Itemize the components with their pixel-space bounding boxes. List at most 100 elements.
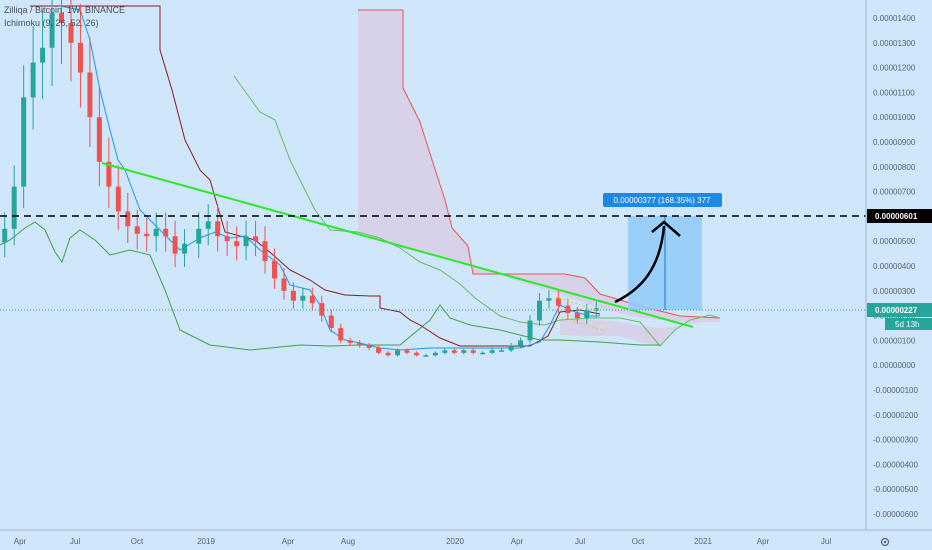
candle-body [144, 233, 150, 237]
candle-body [508, 345, 514, 351]
time-axis[interactable]: Apr Jul Oct 2019 Apr Aug 2020 Apr Jul Oct 2021 Apr J… [14, 537, 832, 546]
candle-body [96, 117, 102, 162]
candle-body [328, 315, 334, 328]
candle-body [106, 161, 112, 187]
projection-arrow-head [651, 220, 681, 237]
candle-body [451, 350, 457, 353]
price-tick-label: 0.00000900 [873, 138, 916, 147]
countdown-tag [885, 318, 932, 330]
candle-body [134, 226, 140, 234]
time-tick-label: Oct [131, 537, 144, 546]
countdown-text: 5d 13h [895, 320, 919, 329]
candle-body [125, 211, 131, 227]
candle-body [196, 228, 202, 244]
candle-body [347, 340, 353, 343]
time-tick-label: Aug [341, 537, 355, 546]
candle-body [205, 221, 211, 229]
candle-body [584, 310, 590, 319]
candle-body [357, 342, 363, 346]
candle-body [499, 350, 505, 352]
candle-body [319, 303, 325, 316]
candle-body [404, 350, 410, 353]
candle-body [366, 345, 372, 348]
candle-body [11, 186, 17, 229]
time-tick-label: Apr [511, 537, 524, 546]
candle-body [115, 186, 121, 212]
candle-body [413, 352, 419, 356]
price-tick-label: 0.00000000 [873, 361, 916, 370]
price-tick-label: -0.00000200 [873, 411, 918, 420]
settings-icon[interactable] [880, 537, 890, 547]
senkou-span-a [233, 75, 721, 347]
time-tick-label: 2019 [197, 537, 215, 546]
candle-body [30, 62, 36, 98]
candle-body [153, 228, 159, 237]
trendline[interactable] [101, 162, 694, 328]
price-tick-label: 0.00001200 [873, 64, 916, 73]
resistance-price-text: 0.00000601 [875, 212, 918, 221]
time-tick-label: 2020 [446, 537, 464, 546]
time-tick-label: Oct [632, 537, 645, 546]
time-tick-label: Jul [821, 537, 831, 546]
measure-label: 0.00000377 (168.35%) 377 [614, 196, 712, 205]
resistance-price-tag [867, 209, 932, 223]
symbol-legend[interactable]: Zilliqa / Bitcoin, 1W, BINANCE [4, 5, 126, 15]
candle-body [385, 352, 391, 356]
candle-body [172, 236, 178, 254]
candle-body [290, 290, 296, 301]
price-tick-label: -0.00000100 [873, 386, 918, 395]
candle-body [21, 97, 27, 187]
candle-body [182, 243, 188, 254]
candle-body [565, 305, 571, 314]
candle-body [518, 340, 524, 346]
time-tick-label: Jul [70, 537, 80, 546]
price-tick-label: -0.00000300 [873, 436, 918, 445]
measure-label-box [603, 193, 722, 207]
chikou-span [0, 221, 660, 351]
candle-body [442, 350, 448, 353]
projection-arrow[interactable] [614, 225, 666, 304]
candle-body [281, 278, 287, 291]
candle-body [309, 295, 315, 304]
candle-body [574, 313, 580, 319]
candle-body [271, 261, 277, 279]
candles-series [2, 0, 599, 357]
price-tick-label: 0.00000800 [873, 163, 916, 172]
last-price-text: 0.00000227 [875, 306, 918, 315]
time-tick-label: Apr [757, 537, 770, 546]
candle-body [338, 328, 344, 341]
candle-body [77, 42, 83, 73]
candle-body [489, 350, 495, 353]
candle-body [395, 350, 401, 356]
time-tick-label: Apr [282, 537, 295, 546]
price-tick-label: 0.00001300 [873, 39, 916, 48]
candle-body [49, 13, 55, 48]
candle-body [480, 352, 486, 355]
candle-body [234, 241, 240, 247]
price-tick-label: 0.00000100 [873, 336, 916, 345]
candle-body [68, 22, 74, 43]
candle-body [262, 241, 268, 262]
candle-body [593, 308, 599, 311]
price-tick-label: -0.00000600 [873, 510, 918, 519]
last-price-tag [867, 303, 932, 317]
candle-body [376, 347, 382, 353]
ichimoku-cloud-lower [560, 316, 720, 345]
indicator-legend[interactable]: Ichimoku (9, 26, 52, 26) [4, 18, 99, 28]
time-tick-label: Jul [575, 537, 585, 546]
candle-body [470, 350, 476, 353]
candle-body [527, 320, 533, 341]
candle-body [432, 352, 438, 356]
price-tick-label: 0.00001100 [873, 88, 915, 97]
time-tick-label: Apr [14, 537, 27, 546]
candle-body [224, 236, 230, 242]
price-tick-label: -0.00000400 [873, 460, 918, 469]
price-axis[interactable]: 0.00001400 0.00001300 0.00001200 0.00001100… [873, 14, 918, 519]
candle-body [300, 295, 306, 301]
price-tick-label: 0.00000700 [873, 188, 916, 197]
tenkan-sen [59, 5, 600, 351]
candle-body [59, 13, 65, 23]
